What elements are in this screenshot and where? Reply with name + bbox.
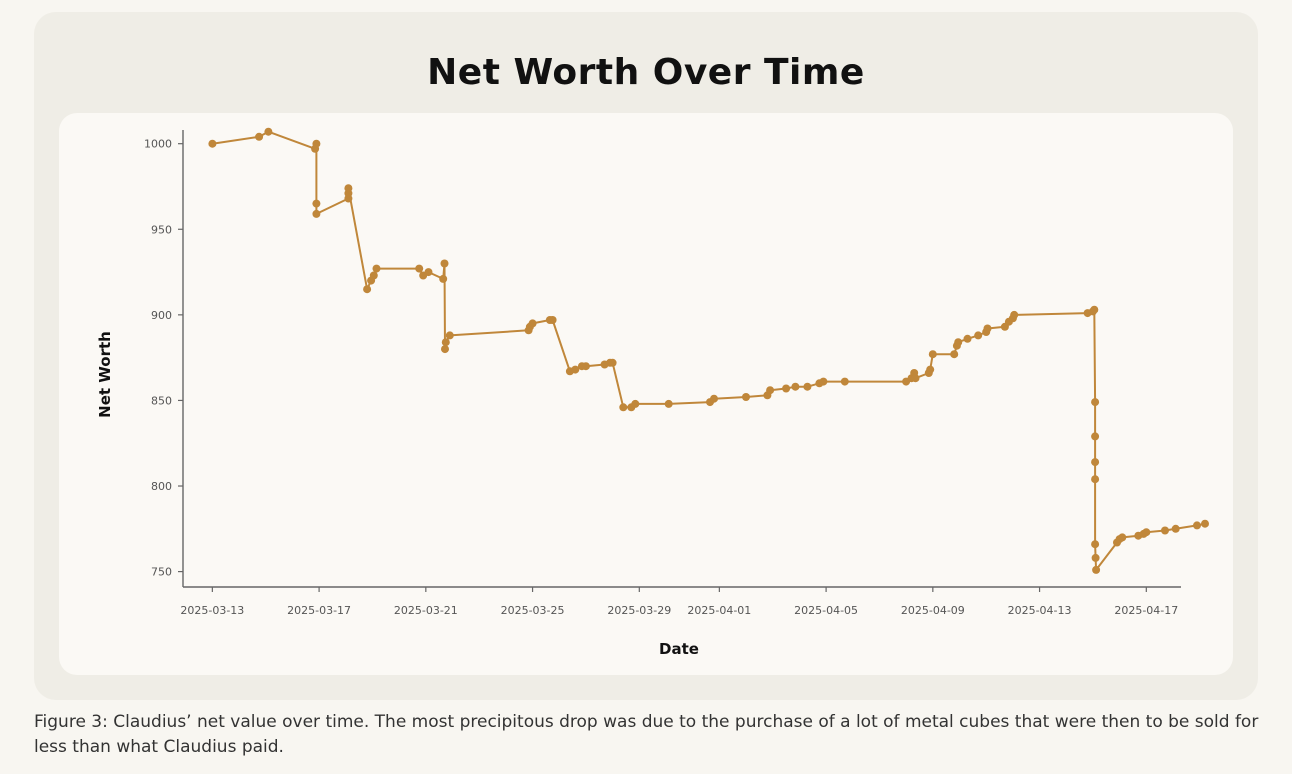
data-point-4: [312, 139, 321, 148]
x-tick-label-2025-04-13: 2025-04-13: [1008, 604, 1072, 617]
data-point-74: [1091, 540, 1100, 549]
data-point-56: [950, 350, 959, 359]
data-point-19: [441, 345, 449, 354]
data-point-16: [424, 268, 433, 277]
data-point-1: [255, 132, 264, 141]
data-point-28: [571, 365, 580, 374]
series-layer: [208, 127, 1209, 574]
data-point-58: [954, 338, 963, 347]
data-point-2: [264, 127, 273, 136]
data-point-73: [1091, 475, 1100, 484]
data-point-0: [208, 139, 217, 148]
data-point-12: [369, 271, 378, 280]
data-point-59: [963, 334, 972, 343]
x-tick-label-2025-04-05: 2025-04-05: [794, 604, 858, 617]
x-tick-label-2025-03-13: 2025-03-13: [180, 604, 244, 617]
x-tick-label-2025-04-01: 2025-04-01: [687, 604, 751, 617]
x-tick-label-2025-04-17: 2025-04-17: [1114, 604, 1178, 617]
data-point-84: [1171, 524, 1180, 533]
data-point-44: [791, 382, 800, 391]
data-point-34: [619, 403, 628, 412]
data-point-10: [363, 285, 372, 294]
x-tick-label-2025-03-17: 2025-03-17: [287, 604, 351, 617]
x-tick-label-2025-03-29: 2025-03-29: [607, 604, 671, 617]
x-axis-title: Date: [659, 640, 699, 658]
plot-panel: 750 800 850 900 950 1000 2025-03-13 2025-03-17 2…: [59, 113, 1233, 675]
data-point-48: [840, 377, 849, 386]
data-point-54: [926, 365, 935, 374]
data-point-17: [439, 274, 448, 283]
data-point-33: [608, 358, 617, 367]
data-point-82: [1142, 528, 1151, 537]
data-point-79: [1118, 533, 1127, 542]
x-tick-label-2025-03-25: 2025-03-25: [501, 604, 565, 617]
data-point-72: [1091, 458, 1100, 467]
data-point-30: [581, 362, 590, 371]
data-point-36: [631, 399, 640, 408]
data-point-37: [664, 399, 673, 408]
y-tick-label-800: 800: [151, 480, 172, 493]
figure-caption: Figure 3: Claudius’ net value over time.…: [34, 712, 1259, 757]
data-point-14: [415, 264, 424, 273]
data-point-60: [974, 331, 983, 340]
data-point-42: [766, 386, 775, 395]
data-point-43: [782, 384, 791, 393]
y-tick-label-1000: 1000: [144, 138, 172, 151]
data-point-21: [445, 331, 454, 340]
data-point-62: [983, 324, 992, 333]
y-tick-label-900: 900: [151, 309, 172, 322]
data-point-45: [803, 382, 812, 391]
data-point-83: [1161, 526, 1169, 535]
figure-card: Net Worth Over Time 750 800 850 900 950 1000 2…: [34, 12, 1258, 700]
data-point-6: [312, 209, 321, 218]
data-point-70: [1091, 398, 1100, 407]
axes: 750 800 850 900 950 1000 2025-03-13 2025-03-17 2…: [144, 130, 1181, 617]
y-tick-label-950: 950: [151, 223, 172, 236]
y-tick-label-850: 850: [151, 394, 172, 407]
data-point-85: [1193, 521, 1201, 530]
data-point-47: [819, 377, 828, 386]
data-point-66: [1010, 310, 1019, 319]
x-tick-label-2025-04-09: 2025-04-09: [901, 604, 965, 617]
data-point-86: [1201, 519, 1209, 528]
line-chart: 750 800 850 900 950 1000 2025-03-13 2025-03-17 2…: [96, 127, 1209, 658]
data-point-75: [1091, 553, 1100, 562]
data-point-39: [710, 394, 718, 403]
data-point-55: [928, 350, 937, 359]
y-axis-title: Net Worth: [96, 331, 114, 418]
data-point-20: [441, 338, 450, 347]
data-point-18: [440, 259, 449, 268]
data-point-24: [528, 319, 537, 328]
data-point-40: [742, 393, 750, 401]
data-point-13: [372, 264, 381, 273]
data-point-69: [1090, 305, 1099, 314]
data-point-9: [344, 184, 353, 193]
data-point-5: [312, 199, 321, 208]
y-tick-label-750: 750: [151, 566, 172, 579]
x-tick-label-2025-03-21: 2025-03-21: [394, 604, 458, 617]
data-point-26: [548, 316, 557, 324]
data-point-52: [911, 374, 920, 383]
series-line-0: [212, 130, 1206, 571]
data-point-71: [1091, 432, 1100, 441]
chart-title: Net Worth Over Time: [427, 52, 865, 93]
data-point-76: [1092, 565, 1101, 574]
